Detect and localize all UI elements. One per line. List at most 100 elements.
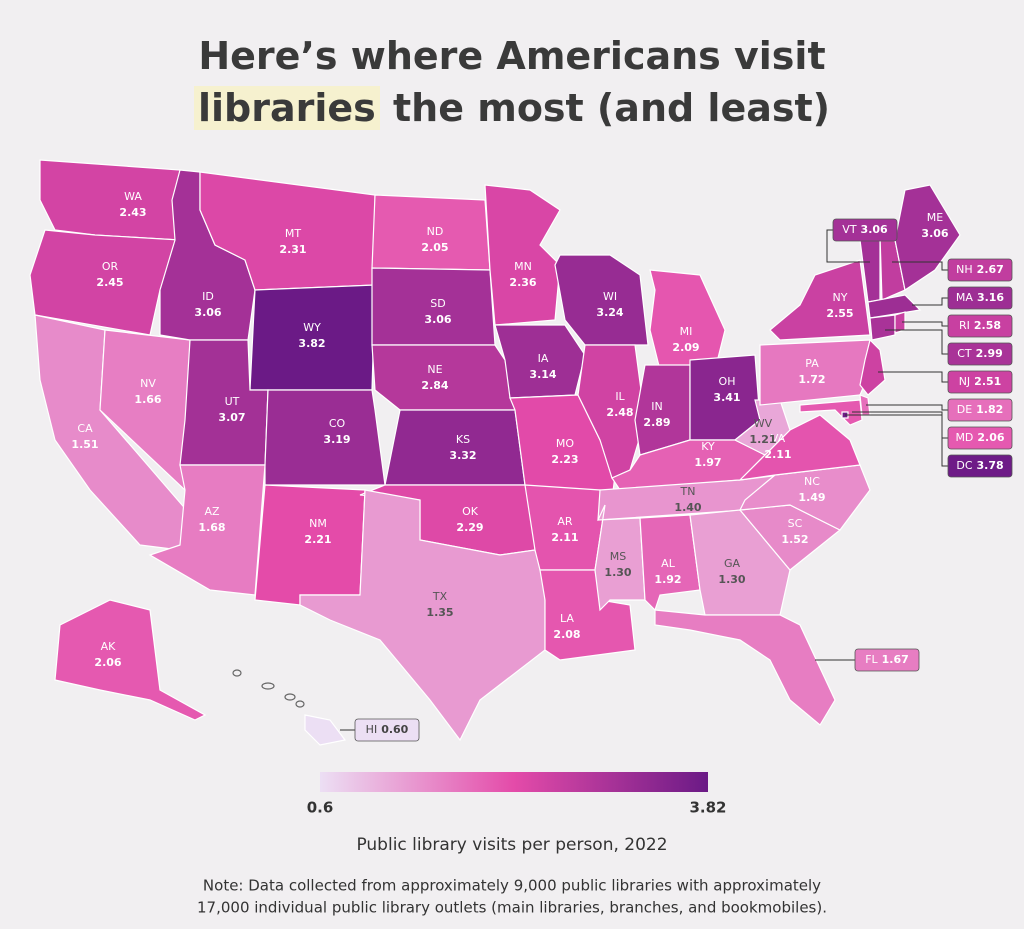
state-abbr: AZ — [204, 505, 220, 518]
state-abbr: TX — [432, 590, 448, 603]
state-value: 3.41 — [713, 391, 740, 404]
state-abbr: SD — [430, 297, 445, 310]
state-value: 2.06 — [94, 656, 121, 669]
state — [654, 609, 836, 726]
state-abbr: OH — [719, 375, 736, 388]
state-value: 2.31 — [279, 243, 306, 256]
callout-box — [832, 218, 898, 242]
state — [867, 294, 922, 319]
state-abbr: SC — [788, 517, 803, 530]
state — [859, 338, 886, 396]
state — [738, 464, 871, 531]
state-abbr: OR — [102, 260, 119, 273]
state-abbr: KS — [456, 433, 470, 446]
legend-max: 3.82 — [689, 799, 726, 817]
state-value: 0.60 — [381, 723, 408, 736]
state-abbr: FL — [865, 653, 878, 666]
state-abbr: LA — [560, 612, 574, 625]
leader-line — [885, 329, 948, 355]
callout-label: HI 0.60 — [366, 723, 409, 736]
state — [54, 599, 207, 721]
state — [799, 399, 863, 426]
state-abbr: ND — [427, 225, 444, 238]
state — [649, 269, 726, 371]
leader-line — [912, 297, 948, 306]
state-value: 2.55 — [826, 307, 853, 320]
state-abbr: NJ — [959, 375, 970, 388]
state-value: 1.82 — [976, 403, 1003, 416]
state-abbr: MA — [956, 291, 973, 304]
state-abbr: MS — [610, 550, 626, 563]
state-value: 3.32 — [449, 449, 476, 462]
leader-line — [902, 321, 948, 327]
state-value: 2.05 — [421, 241, 448, 254]
state — [869, 314, 896, 341]
state-abbr: IL — [615, 390, 625, 403]
state — [484, 184, 561, 326]
state — [894, 184, 961, 291]
state-abbr: WV — [754, 417, 773, 430]
callout-label: VT 3.06 — [842, 223, 888, 236]
callout-box — [947, 314, 1013, 338]
callout-label: DC 3.78 — [956, 459, 1003, 472]
callout-label: DE 1.82 — [957, 403, 1004, 416]
state — [39, 159, 181, 241]
state-value: 3.07 — [218, 411, 245, 424]
state-abbr: CA — [77, 422, 93, 435]
state-abbr: WI — [603, 290, 617, 303]
callout-box — [947, 342, 1013, 366]
state-abbr: HI — [366, 723, 378, 736]
state-value: 3.06 — [424, 313, 451, 326]
title-highlight: libraries — [193, 86, 380, 130]
state-value: 2.09 — [672, 341, 699, 354]
state — [384, 409, 526, 486]
leader-line — [878, 371, 948, 383]
state — [299, 489, 546, 742]
state-abbr: MO — [556, 437, 574, 450]
state-abbr: DC — [956, 459, 972, 472]
state-abbr: RI — [959, 319, 970, 332]
callout-label: NJ 2.51 — [959, 375, 1002, 388]
state-abbr: OK — [462, 505, 479, 518]
state-abbr: AR — [557, 515, 573, 528]
state-value: 1.49 — [798, 491, 825, 504]
callout-label: MD 2.06 — [955, 431, 1004, 444]
state — [769, 259, 871, 341]
state-value: 1.35 — [426, 606, 453, 619]
state-value: 1.51 — [71, 438, 98, 451]
callout-label: RI 2.58 — [959, 319, 1001, 332]
state-abbr: IA — [538, 352, 549, 365]
state-value: 2.23 — [551, 453, 578, 466]
state-abbr: GA — [724, 557, 741, 570]
state-value: 1.72 — [798, 373, 825, 386]
state-value: 1.52 — [781, 533, 808, 546]
state-abbr: DE — [957, 403, 972, 416]
state-value: 1.66 — [134, 393, 161, 406]
state-abbr: CO — [329, 417, 346, 430]
state-abbr: MD — [955, 431, 973, 444]
state-abbr: MN — [514, 260, 532, 273]
state-abbr: MI — [680, 325, 693, 338]
state-value: 3.06 — [861, 223, 888, 236]
state-value: 2.89 — [643, 416, 670, 429]
leader-line — [866, 404, 948, 411]
state-value: 3.06 — [921, 227, 948, 240]
state-abbr: AL — [661, 557, 676, 570]
state-abbr: CT — [957, 347, 972, 360]
state-value: 2.51 — [974, 375, 1001, 388]
labels: WA 2.43 OR 2.45 CA 1.51 NV 1.66 ID 3.06 MT 2.31 WY 3.… — [71, 190, 1013, 742]
state-value: 1.21 — [749, 433, 776, 446]
state — [29, 229, 181, 336]
state-abbr: KY — [701, 440, 715, 453]
state-value: 2.48 — [606, 406, 633, 419]
state-abbr: NM — [309, 517, 327, 530]
state-value: 1.68 — [198, 521, 225, 534]
callout-box — [947, 398, 1013, 422]
state-value: 2.21 — [304, 533, 331, 546]
state-value: 3.78 — [977, 459, 1004, 472]
state-abbr: WA — [124, 190, 142, 203]
leader-line — [852, 411, 948, 439]
leader-line — [845, 414, 948, 467]
state — [371, 344, 516, 411]
